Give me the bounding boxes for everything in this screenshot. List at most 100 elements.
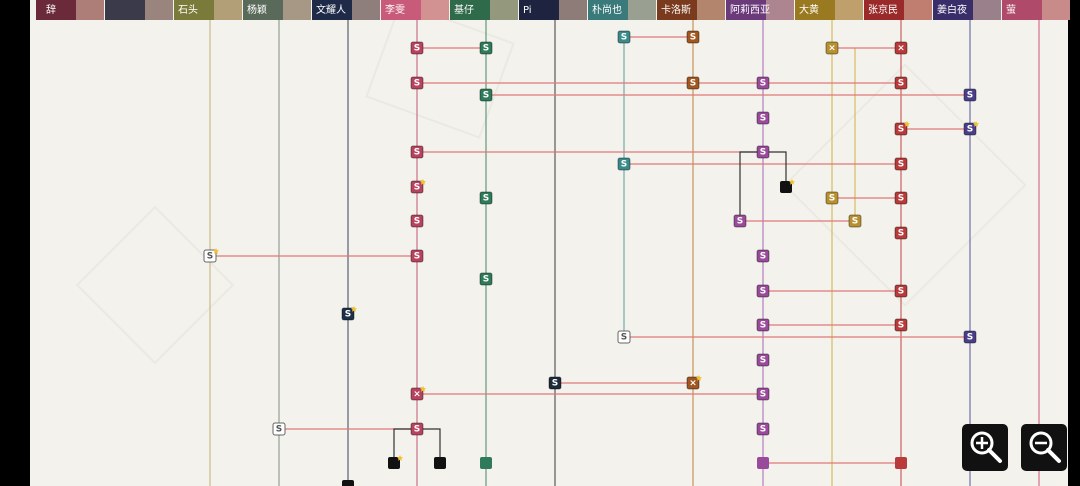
story-node[interactable]: S bbox=[410, 145, 424, 159]
character-tab[interactable]: 朴尚也 bbox=[588, 0, 656, 20]
star bbox=[397, 455, 403, 461]
story-node[interactable]: S bbox=[341, 307, 355, 321]
tab-portrait bbox=[214, 0, 242, 20]
character-tab[interactable]: 大黄 bbox=[795, 0, 863, 20]
story-node[interactable]: S bbox=[894, 226, 908, 240]
story-node[interactable]: S bbox=[756, 284, 770, 298]
story-node[interactable]: S bbox=[203, 249, 217, 263]
story-node[interactable]: S bbox=[479, 272, 493, 286]
story-node[interactable]: S bbox=[756, 318, 770, 332]
story-node[interactable]: S bbox=[894, 76, 908, 90]
node-box bbox=[410, 76, 424, 90]
story-node[interactable]: × bbox=[686, 376, 700, 390]
story-node[interactable] bbox=[757, 457, 769, 469]
story-node[interactable]: S bbox=[410, 249, 424, 263]
story-node[interactable]: S bbox=[617, 157, 631, 171]
star bbox=[696, 375, 702, 381]
character-tab[interactable]: 李雯 bbox=[381, 0, 449, 20]
node-box bbox=[894, 157, 908, 171]
tab-name: 石头 bbox=[178, 4, 198, 16]
zoom-in-button[interactable] bbox=[962, 424, 1008, 471]
node-label: S bbox=[207, 252, 213, 262]
locked-node[interactable] bbox=[388, 457, 400, 469]
node-label: S bbox=[760, 356, 766, 366]
tab-name: 辞 bbox=[46, 3, 56, 16]
story-node[interactable]: S bbox=[686, 76, 700, 90]
character-tab[interactable]: Pi bbox=[519, 0, 587, 20]
story-node[interactable]: S bbox=[963, 88, 977, 102]
star bbox=[351, 306, 357, 312]
story-node[interactable]: S bbox=[733, 214, 747, 228]
story-node[interactable]: S bbox=[894, 122, 908, 136]
character-tab[interactable]: 文耀人 bbox=[312, 0, 380, 20]
story-node[interactable]: × bbox=[410, 387, 424, 401]
node-box bbox=[686, 30, 700, 44]
story-node[interactable]: S bbox=[756, 353, 770, 367]
story-node[interactable]: S bbox=[410, 180, 424, 194]
story-node[interactable]: S bbox=[272, 422, 286, 436]
tab-portrait bbox=[283, 0, 311, 20]
story-node[interactable]: S bbox=[963, 122, 977, 136]
story-node[interactable]: S bbox=[894, 284, 908, 298]
node-box bbox=[756, 249, 770, 263]
node-label: S bbox=[829, 194, 835, 204]
story-node[interactable]: S bbox=[410, 76, 424, 90]
story-node[interactable]: S bbox=[617, 30, 631, 44]
story-node[interactable]: S bbox=[756, 249, 770, 263]
story-node[interactable]: S bbox=[479, 88, 493, 102]
tab-portrait bbox=[973, 0, 1001, 20]
node-label: S bbox=[760, 287, 766, 297]
story-node[interactable]: S bbox=[756, 76, 770, 90]
node-label: S bbox=[414, 79, 420, 89]
story-node[interactable]: S bbox=[894, 157, 908, 171]
character-tab[interactable]: 石头 bbox=[174, 0, 242, 20]
story-node[interactable]: S bbox=[756, 111, 770, 125]
story-node[interactable]: S bbox=[686, 30, 700, 44]
story-node[interactable]: S bbox=[894, 191, 908, 205]
character-tab[interactable]: 基仔 bbox=[450, 0, 518, 20]
node-label: S bbox=[760, 114, 766, 124]
story-node[interactable]: S bbox=[756, 422, 770, 436]
story-node[interactable]: S bbox=[756, 145, 770, 159]
story-node[interactable]: S bbox=[617, 330, 631, 344]
character-tab[interactable]: 姜白夜 bbox=[933, 0, 1001, 20]
story-node[interactable] bbox=[895, 457, 907, 469]
story-node[interactable]: × bbox=[894, 41, 908, 55]
character-tab[interactable]: 萤 bbox=[1002, 0, 1070, 20]
locked-node[interactable] bbox=[342, 480, 354, 486]
character-tab[interactable] bbox=[105, 0, 173, 20]
node-label: S bbox=[414, 44, 420, 54]
node-box bbox=[479, 272, 493, 286]
node-label: S bbox=[760, 252, 766, 262]
story-node[interactable]: × bbox=[825, 41, 839, 55]
character-tab[interactable]: 张京民 bbox=[864, 0, 932, 20]
node-label: S bbox=[760, 79, 766, 89]
story-node[interactable]: S bbox=[479, 191, 493, 205]
story-node[interactable]: S bbox=[410, 41, 424, 55]
node-box bbox=[963, 88, 977, 102]
story-node[interactable]: S bbox=[410, 422, 424, 436]
node-label: S bbox=[898, 287, 904, 297]
node-box bbox=[756, 284, 770, 298]
character-tab[interactable]: 卡洛斯 bbox=[657, 0, 725, 20]
button-bg bbox=[1021, 424, 1067, 471]
locked-node[interactable] bbox=[780, 181, 792, 193]
character-tab[interactable]: 辞 bbox=[36, 0, 104, 20]
story-node[interactable]: S bbox=[848, 214, 862, 228]
story-node[interactable]: S bbox=[756, 387, 770, 401]
node-box bbox=[895, 457, 907, 469]
tab-name: 文耀人 bbox=[316, 3, 346, 16]
story-node[interactable]: S bbox=[963, 330, 977, 344]
story-node[interactable]: S bbox=[479, 41, 493, 55]
star bbox=[973, 121, 979, 127]
locked-node[interactable] bbox=[434, 457, 446, 469]
story-node[interactable]: S bbox=[410, 214, 424, 228]
character-tab[interactable]: 杨颖 bbox=[243, 0, 311, 20]
character-tab[interactable]: 阿莉西亚 bbox=[726, 0, 794, 20]
story-node[interactable] bbox=[480, 457, 492, 469]
story-node[interactable]: S bbox=[825, 191, 839, 205]
zoom-out-button[interactable] bbox=[1021, 424, 1067, 471]
story-node[interactable]: S bbox=[894, 318, 908, 332]
node-box bbox=[894, 191, 908, 205]
story-node[interactable]: S bbox=[548, 376, 562, 390]
